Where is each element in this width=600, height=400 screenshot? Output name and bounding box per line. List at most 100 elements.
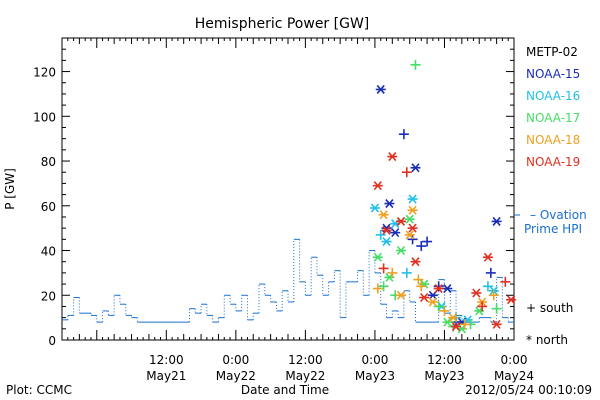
noaa-16-point-north <box>369 203 380 213</box>
noaa-18-point-north <box>427 297 438 307</box>
south-marker-legend: + south <box>526 301 573 315</box>
noaa-19-point-south <box>378 263 389 274</box>
legend-noaa-19: NOAA-19 <box>526 155 580 169</box>
noaa-19-point-south <box>477 301 488 312</box>
x-tick-label-date: May21 <box>146 369 186 383</box>
noaa-19-point-south <box>500 276 511 287</box>
noaa-16-point-south <box>401 267 412 278</box>
marker-stroke <box>373 181 382 191</box>
noaa-18-point-south <box>459 319 470 330</box>
marker-stroke <box>388 152 397 162</box>
marker-stroke <box>382 237 391 247</box>
noaa-15-point-south <box>398 129 409 140</box>
noaa-18-point-north <box>448 313 459 323</box>
noaa-15-point-north <box>427 290 438 300</box>
ovation-legend-label-line1: – Ovation <box>530 208 587 222</box>
x-axis-label: Date and Time <box>241 383 329 397</box>
noaa-17-point-north <box>442 317 453 327</box>
marker-stroke <box>408 223 417 233</box>
marker-stroke <box>382 225 391 235</box>
y-axis: 0 20 40 60 80 100 120 <box>33 37 514 348</box>
marker-stroke <box>451 322 461 332</box>
marker-stroke <box>385 199 394 209</box>
marker-stroke <box>507 295 516 305</box>
marker-stroke <box>492 216 501 226</box>
noaa-18-point-north <box>396 290 406 300</box>
noaa-16-point-north <box>407 194 418 204</box>
y-axis-label: P [GW] <box>3 168 17 210</box>
noaa-19-point-north <box>407 223 418 233</box>
legend-noaa-16: NOAA-16 <box>526 89 580 103</box>
legend-metp-02: METP-02 <box>526 45 578 59</box>
satellite-points <box>369 59 517 334</box>
marker-stroke <box>396 290 406 300</box>
marker-stroke <box>376 84 385 94</box>
noaa-19-point-north <box>506 295 517 305</box>
marker-stroke <box>411 257 420 267</box>
noaa-19-point-north <box>381 225 392 235</box>
marker-stroke <box>379 210 388 220</box>
marker-stroke <box>428 290 437 300</box>
noaa-15-point-south <box>485 267 496 278</box>
y-tick-label: 0 <box>48 334 56 348</box>
marker-stroke <box>492 319 501 329</box>
noaa-17-point-south <box>433 301 444 312</box>
x-tick-label-date: May23 <box>355 369 395 383</box>
noaa-19-point-north <box>387 152 398 162</box>
noaa-19-point-north <box>372 181 383 191</box>
x-tick-label-time: 0:00 <box>361 353 388 367</box>
noaa-19-point-north <box>491 319 502 329</box>
marker-stroke <box>428 297 437 307</box>
noaa-18-point-south <box>488 290 499 301</box>
marker-stroke <box>449 313 458 323</box>
marker-stroke <box>408 205 417 215</box>
noaa-17-point-south <box>378 281 389 292</box>
noaa-16-point-north <box>381 237 392 247</box>
plot-timestamp: 2012/05/24 00:10:09 <box>465 383 592 397</box>
x-tick-label-date: May23 <box>424 369 464 383</box>
noaa-16-point-south <box>482 281 493 292</box>
noaa-17-point-north <box>396 245 406 256</box>
ovation-prime-hpi-line <box>62 238 514 323</box>
marker-stroke <box>472 288 481 298</box>
noaa-15-point-north <box>375 84 386 94</box>
marker-stroke <box>405 230 414 240</box>
noaa-15-point-north <box>390 228 401 238</box>
noaa-16-point-south <box>375 229 386 240</box>
x-tick-label-date: May22 <box>216 369 256 383</box>
noaa-19-point-north <box>396 216 406 226</box>
noaa-15-point-north <box>384 199 395 209</box>
x-tick-label-time: 12:00 <box>288 353 323 367</box>
noaa-15-point-north <box>442 284 453 294</box>
marker-stroke <box>443 284 452 294</box>
plot-credit: Plot: CCMC <box>6 383 72 397</box>
marker-stroke <box>483 252 493 262</box>
noaa-18-point-south <box>416 281 427 292</box>
satellite-legend: METP-02 NOAA-15 NOAA-16 NOAA-17 NOAA-18 NOAA-… <box>526 45 580 169</box>
noaa-18-point-south <box>439 305 450 316</box>
legend-noaa-18: NOAA-18 <box>526 133 580 147</box>
y-tick-label: 20 <box>41 289 56 303</box>
noaa-18-point-south <box>387 267 398 278</box>
noaa-18-point-north <box>378 210 389 220</box>
y-tick-label: 100 <box>33 110 56 124</box>
noaa-17-point-south <box>410 59 421 70</box>
noaa-15-point-south <box>433 281 444 292</box>
marker-stroke <box>443 317 452 327</box>
noaa-19-point-north <box>451 322 462 332</box>
noaa-15-point-south <box>422 236 433 247</box>
noaa-18-point-north <box>407 205 418 215</box>
x-tick-label-time: 12:00 <box>427 353 462 367</box>
x-tick-label-date: May22 <box>285 369 325 383</box>
marker-stroke <box>391 228 400 238</box>
north-marker-legend: * north <box>526 333 568 347</box>
x-tick-label-time: 0:00 <box>501 353 528 367</box>
noaa-15-point-south <box>416 241 427 252</box>
marker-stroke <box>408 194 417 204</box>
noaa-18-point-north <box>404 230 415 240</box>
noaa-15-point-north <box>410 163 421 173</box>
noaa-19-point-north <box>433 284 444 294</box>
y-tick-label: 80 <box>41 155 56 169</box>
noaa-19-point-north <box>482 252 493 262</box>
